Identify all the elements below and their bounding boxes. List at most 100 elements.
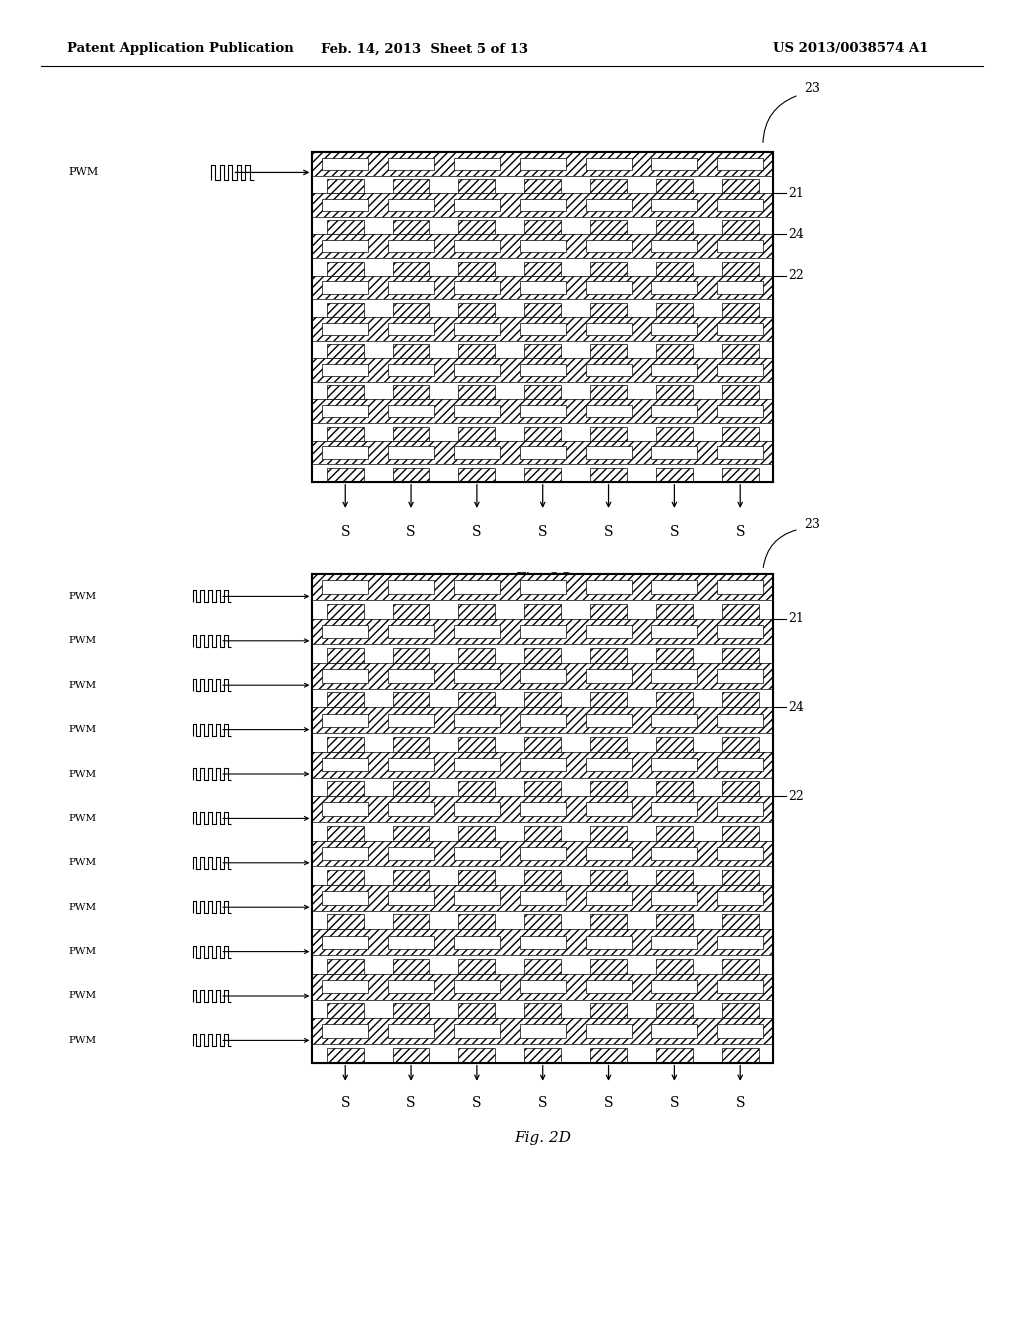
Bar: [323, 446, 369, 459]
Bar: [722, 826, 759, 841]
Bar: [656, 693, 693, 708]
Bar: [454, 446, 500, 459]
Bar: [312, 424, 773, 441]
Bar: [327, 304, 364, 317]
Bar: [392, 870, 429, 884]
Bar: [722, 1048, 759, 1063]
Bar: [312, 358, 773, 381]
Bar: [520, 624, 566, 638]
Bar: [312, 929, 773, 956]
Bar: [651, 446, 697, 459]
Bar: [656, 870, 693, 884]
Bar: [586, 364, 632, 376]
Bar: [454, 1024, 500, 1038]
Bar: [388, 979, 434, 994]
Bar: [722, 781, 759, 796]
Bar: [651, 891, 697, 904]
Bar: [388, 891, 434, 904]
Bar: [524, 826, 561, 841]
Bar: [312, 259, 773, 276]
Bar: [520, 803, 566, 816]
Bar: [312, 974, 773, 999]
Bar: [312, 644, 773, 663]
Text: S: S: [604, 525, 613, 540]
Bar: [392, 385, 429, 399]
Bar: [520, 322, 566, 335]
Bar: [722, 737, 759, 752]
Text: S: S: [407, 1096, 416, 1110]
Bar: [590, 469, 627, 482]
Bar: [717, 758, 763, 771]
Bar: [524, 261, 561, 276]
Bar: [520, 405, 566, 417]
Bar: [327, 220, 364, 235]
Bar: [327, 426, 364, 441]
Bar: [656, 304, 693, 317]
Bar: [520, 891, 566, 904]
Bar: [312, 884, 773, 911]
Bar: [323, 891, 369, 904]
Bar: [392, 781, 429, 796]
Bar: [454, 405, 500, 417]
Bar: [392, 958, 429, 974]
Bar: [651, 405, 697, 417]
Bar: [717, 281, 763, 294]
Bar: [586, 669, 632, 682]
Bar: [454, 281, 500, 294]
Bar: [459, 1003, 496, 1018]
Bar: [524, 304, 561, 317]
Bar: [722, 180, 759, 193]
Bar: [717, 405, 763, 417]
Text: PWM: PWM: [69, 636, 96, 645]
Bar: [327, 469, 364, 482]
Bar: [524, 345, 561, 358]
Bar: [312, 866, 773, 884]
Text: 24: 24: [788, 228, 805, 240]
Text: PWM: PWM: [69, 858, 96, 867]
Bar: [323, 624, 369, 638]
Bar: [524, 220, 561, 235]
Bar: [323, 405, 369, 417]
Bar: [312, 152, 773, 482]
Bar: [651, 322, 697, 335]
Bar: [388, 669, 434, 682]
Bar: [586, 157, 632, 170]
Bar: [586, 405, 632, 417]
Bar: [312, 752, 773, 777]
Bar: [524, 469, 561, 482]
Bar: [656, 737, 693, 752]
Bar: [392, 737, 429, 752]
Bar: [327, 603, 364, 619]
Bar: [590, 385, 627, 399]
Bar: [717, 891, 763, 904]
Bar: [520, 979, 566, 994]
Bar: [586, 240, 632, 252]
Bar: [388, 199, 434, 211]
Text: S: S: [604, 1096, 613, 1110]
Bar: [656, 648, 693, 663]
Bar: [717, 581, 763, 594]
Bar: [656, 220, 693, 235]
Bar: [586, 936, 632, 949]
Bar: [586, 199, 632, 211]
Bar: [388, 281, 434, 294]
Bar: [327, 1048, 364, 1063]
Bar: [717, 669, 763, 682]
Bar: [651, 669, 697, 682]
Text: Patent Application Publication: Patent Application Publication: [67, 42, 293, 55]
Bar: [722, 426, 759, 441]
Bar: [722, 603, 759, 619]
Bar: [722, 469, 759, 482]
Bar: [656, 469, 693, 482]
Bar: [651, 847, 697, 861]
Bar: [586, 446, 632, 459]
Bar: [388, 758, 434, 771]
Bar: [722, 261, 759, 276]
Bar: [312, 341, 773, 358]
Bar: [392, 915, 429, 929]
Bar: [590, 737, 627, 752]
Bar: [717, 240, 763, 252]
Bar: [392, 469, 429, 482]
Bar: [656, 426, 693, 441]
Bar: [454, 240, 500, 252]
